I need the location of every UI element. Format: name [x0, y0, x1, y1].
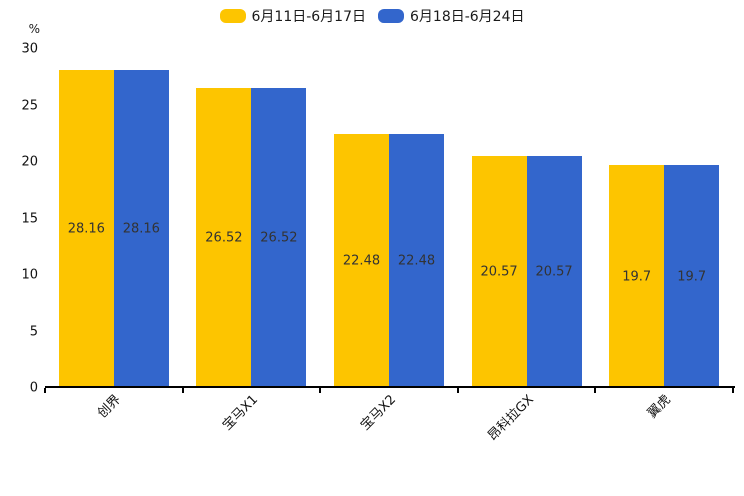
legend-swatch-week2-icon: [378, 9, 404, 23]
y-tick-label: 25: [21, 98, 38, 113]
y-axis-unit-label: %: [28, 22, 40, 36]
bar-series1-cat1[interactable]: [58, 69, 114, 388]
x-axis-tick: [732, 388, 734, 393]
x-axis-tick: [594, 388, 597, 393]
legend-label-week1: 6月11日-6月17日: [251, 9, 367, 25]
legend-label-week2: 6月18日-6月24日: [410, 9, 525, 25]
bar-series1-cat4[interactable]: [471, 155, 527, 388]
legend-item-week2[interactable]: 6月18日-6月24日: [378, 6, 525, 26]
legend: 6月11日-6月17日 6月18日-6月24日: [0, 6, 744, 26]
bar-series1-cat3[interactable]: [334, 133, 389, 388]
x-axis-tick: [319, 388, 322, 393]
y-tick-label: 5: [29, 324, 38, 339]
bar-series2-cat4[interactable]: [526, 155, 582, 388]
x-axis-label: 创界: [94, 392, 124, 422]
bar-series2-cat3[interactable]: [389, 133, 444, 388]
x-axis-tick: [181, 388, 184, 393]
y-tick-label: 10: [21, 267, 38, 283]
bar-series2-cat1[interactable]: [113, 69, 169, 388]
y-tick-label: 30: [21, 41, 38, 57]
x-axis-label: 宝马X1: [220, 392, 262, 434]
x-axis-label: 昂科拉GX: [484, 392, 537, 444]
legend-swatch-week1-icon: [219, 9, 246, 23]
bar-series1-cat2[interactable]: [196, 88, 252, 388]
y-tick-label: 15: [21, 211, 38, 226]
x-axis-line: [45, 386, 735, 388]
bar-series2-cat2[interactable]: [251, 88, 307, 388]
bar-series2-cat5[interactable]: [664, 165, 720, 388]
legend-item-week1[interactable]: 6月11日-6月17日: [219, 6, 367, 26]
x-axis-tick: [44, 388, 46, 393]
bar-series1-cat5[interactable]: [609, 165, 665, 388]
x-axis-label: 宝马X2: [357, 392, 399, 434]
y-tick-label: 20: [21, 154, 38, 170]
x-axis-tick: [456, 388, 459, 393]
x-axis-label: 翼虎: [645, 392, 675, 422]
y-tick-label: 0: [29, 380, 38, 396]
